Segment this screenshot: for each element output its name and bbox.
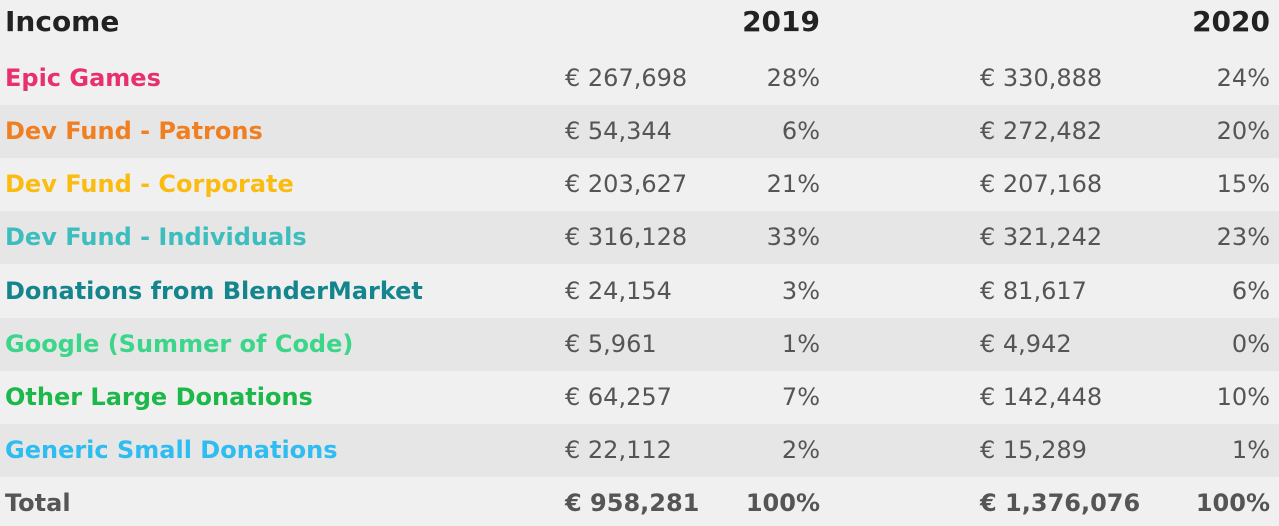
table-row: Dev Fund - Corporate € 203,627 21% € 207… bbox=[0, 158, 1279, 211]
amount-2020: € 81,617 bbox=[980, 277, 1087, 305]
percent-2020: 10% bbox=[1216, 383, 1270, 411]
percent-2019: 33% bbox=[766, 223, 820, 251]
table-row: Other Large Donations € 64,257 7% € 142,… bbox=[0, 371, 1279, 424]
percent-2020: 6% bbox=[1231, 277, 1270, 305]
amount-2020: € 142,448 bbox=[980, 383, 1103, 411]
amount-2019: € 5,961 bbox=[565, 330, 657, 358]
row-label: Generic Small Donations bbox=[5, 436, 338, 464]
amount-2019: € 316,128 bbox=[565, 223, 688, 251]
amount-2019: € 203,627 bbox=[565, 170, 688, 198]
table-row: Donations from BlenderMarket € 24,154 3%… bbox=[0, 265, 1279, 318]
amount-2019: € 54,344 bbox=[565, 117, 672, 145]
percent-2019: 28% bbox=[766, 64, 820, 92]
percent-2019: 6% bbox=[781, 117, 820, 145]
percent-2019: 21% bbox=[766, 170, 820, 198]
row-label: Google (Summer of Code) bbox=[5, 330, 354, 358]
percent-2019: 2% bbox=[781, 436, 820, 464]
percent-2019: 3% bbox=[781, 277, 820, 305]
percent-2020: 20% bbox=[1216, 117, 1270, 145]
amount-2019: € 24,154 bbox=[565, 277, 672, 305]
amount-2020: € 321,242 bbox=[980, 223, 1103, 251]
amount-2020: € 272,482 bbox=[980, 117, 1103, 145]
row-label: Other Large Donations bbox=[5, 383, 313, 411]
amount-2020: € 330,888 bbox=[980, 64, 1103, 92]
row-label: Dev Fund - Patrons bbox=[5, 117, 263, 145]
percent-2019: 7% bbox=[781, 383, 820, 411]
amount-2019: € 22,112 bbox=[565, 436, 672, 464]
table-row: Generic Small Donations € 22,112 2% € 15… bbox=[0, 424, 1279, 477]
total-amount-2019: € 958,281 bbox=[565, 489, 700, 517]
row-label: Epic Games bbox=[5, 64, 161, 92]
column-header-2020: 2020 bbox=[1192, 5, 1270, 38]
percent-2020: 1% bbox=[1231, 436, 1270, 464]
table-row: Epic Games € 267,698 28% € 330,888 24% bbox=[0, 52, 1279, 105]
percent-2020: 23% bbox=[1216, 223, 1270, 251]
table-row: Dev Fund - Individuals € 316,128 33% € 3… bbox=[0, 211, 1279, 264]
table-header: Income 2019 2020 bbox=[0, 0, 1279, 44]
table-row: Dev Fund - Patrons € 54,344 6% € 272,482… bbox=[0, 105, 1279, 158]
percent-2020: 15% bbox=[1216, 170, 1270, 198]
total-amount-2020: € 1,376,076 bbox=[980, 489, 1141, 517]
amount-2020: € 15,289 bbox=[980, 436, 1087, 464]
percent-2019: 1% bbox=[781, 330, 820, 358]
percent-2020: 0% bbox=[1231, 330, 1270, 358]
amount-2019: € 64,257 bbox=[565, 383, 672, 411]
percent-2020: 24% bbox=[1216, 64, 1270, 92]
amount-2019: € 267,698 bbox=[565, 64, 688, 92]
total-row: Total € 958,281 100% € 1,376,076 100% bbox=[0, 477, 1279, 526]
amount-2020: € 207,168 bbox=[980, 170, 1103, 198]
row-label: Dev Fund - Corporate bbox=[5, 170, 294, 198]
table-title: Income bbox=[5, 5, 120, 38]
total-percent-2019: 100% bbox=[745, 489, 820, 517]
row-label: Dev Fund - Individuals bbox=[5, 223, 307, 251]
table-row: Google (Summer of Code) € 5,961 1% € 4,9… bbox=[0, 318, 1279, 371]
amount-2020: € 4,942 bbox=[980, 330, 1072, 358]
row-label: Donations from BlenderMarket bbox=[5, 277, 423, 305]
total-label: Total bbox=[5, 489, 71, 517]
column-header-2019: 2019 bbox=[742, 5, 820, 38]
total-percent-2020: 100% bbox=[1195, 489, 1270, 517]
